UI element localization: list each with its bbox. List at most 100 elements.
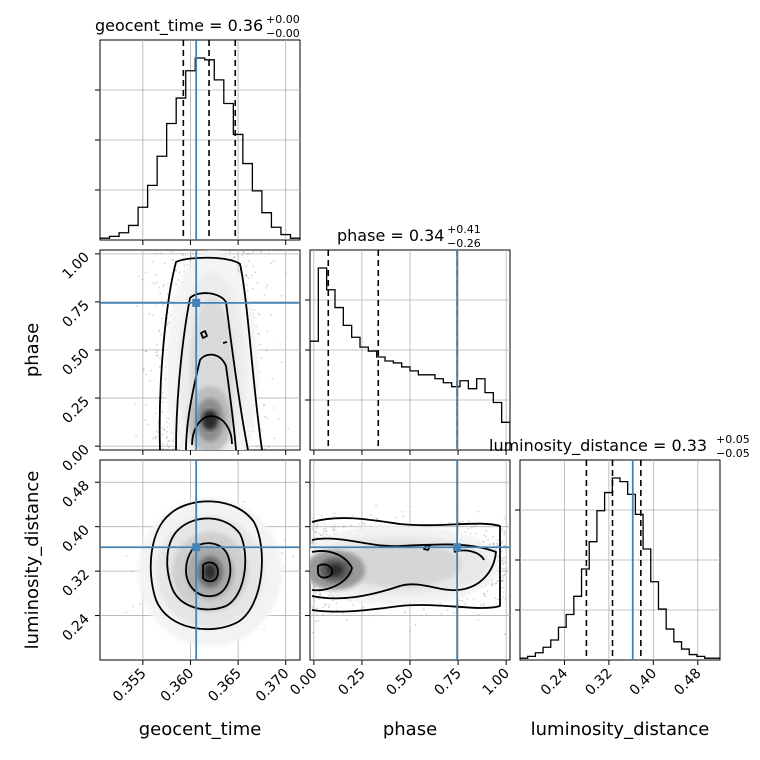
sample-point [158, 366, 161, 368]
sample-point [260, 251, 262, 254]
sample-point [501, 542, 503, 544]
sample-point [135, 435, 138, 438]
sample-point [245, 275, 248, 277]
sample-point [439, 602, 442, 605]
ylabel-phase: phase [22, 323, 43, 377]
sample-point [145, 373, 147, 376]
sample-point [332, 528, 334, 531]
contours [158, 256, 263, 450]
sample-point [162, 283, 165, 286]
sample-point [146, 423, 149, 426]
x-tick-label: 0.48 [671, 666, 704, 699]
sample-point [161, 447, 164, 450]
sample-point [254, 271, 257, 273]
sample-point [342, 612, 344, 615]
sample-point [488, 543, 491, 546]
sample-point [502, 595, 505, 598]
sample-point [425, 613, 428, 616]
sample-point [477, 618, 480, 621]
truth-marker [453, 543, 462, 552]
sample-point [490, 584, 493, 587]
sample-point [319, 592, 321, 595]
sample-point [246, 253, 248, 255]
histogram-step [520, 477, 720, 660]
sample-point [167, 417, 170, 420]
sample-point [495, 582, 497, 584]
truth-marker [192, 543, 201, 552]
grid [310, 250, 510, 450]
sample-point [325, 533, 328, 536]
sample-point [501, 561, 504, 564]
sample-point [170, 431, 173, 434]
sample-point [281, 361, 284, 364]
sample-point [245, 274, 248, 277]
histogram [520, 477, 720, 660]
sample-point [350, 599, 352, 602]
sample-point [273, 437, 276, 440]
sample-point [242, 251, 245, 254]
sample-point [226, 250, 229, 252]
sample-point [395, 516, 398, 519]
sample-point [202, 250, 205, 252]
panel-2d-luminosity-distance-vs-phase [309, 459, 511, 661]
sample-point [168, 439, 171, 442]
sample-point [501, 577, 504, 579]
sample-point [161, 392, 164, 394]
sample-point [252, 265, 254, 268]
x-tick-label: 0.25 [335, 666, 368, 699]
sample-point [125, 611, 128, 614]
sample-point [461, 520, 464, 523]
sample-point [404, 612, 406, 615]
sample-point [403, 610, 406, 613]
sample-point [265, 349, 268, 351]
sample-point [245, 265, 248, 268]
sample-point [136, 305, 138, 308]
sample-point [501, 579, 504, 582]
sample-point [264, 349, 267, 352]
sample-point [483, 541, 486, 543]
sample-point [165, 430, 168, 433]
sample-point [191, 252, 194, 255]
sample-point [154, 282, 157, 285]
sample-point [496, 544, 499, 547]
sample-point [255, 445, 258, 448]
sample-point [137, 275, 140, 278]
sample-point [265, 417, 268, 419]
title-phase: phase = 0.34 [337, 226, 444, 245]
sample-point [184, 254, 187, 257]
sample-point [263, 404, 265, 406]
sample-point [266, 284, 269, 286]
sample-point [263, 628, 265, 631]
y-tick-label: 1.00 [59, 249, 92, 282]
sample-point [258, 370, 261, 373]
contour-line [166, 517, 247, 611]
sample-point [320, 515, 323, 517]
contour-line [311, 537, 497, 600]
histogram [100, 57, 300, 240]
sample-point [151, 437, 154, 440]
sample-point [141, 278, 144, 281]
sample-point [252, 430, 255, 433]
sample-point [345, 619, 348, 621]
sample-point [330, 526, 333, 528]
contour-line [175, 292, 249, 450]
sample-point [154, 438, 157, 440]
sample-point [238, 271, 241, 273]
sample-point [500, 587, 503, 590]
panel-hist-geocent-time [99, 39, 301, 241]
sample-point [167, 446, 170, 448]
sample-point [322, 606, 325, 608]
ylabel-luminosity-distance: luminosity_distance [22, 471, 43, 650]
sample-point [241, 254, 244, 257]
sample-point [159, 292, 162, 295]
sample-point [503, 533, 506, 536]
sample-point [501, 580, 503, 583]
sample-point [331, 612, 333, 615]
sample-point [255, 325, 258, 328]
sample-point [253, 309, 256, 311]
contour-line [311, 517, 501, 613]
y-tick-label: 0.25 [59, 394, 92, 427]
sample-point [145, 403, 148, 406]
sample-point [166, 420, 168, 423]
